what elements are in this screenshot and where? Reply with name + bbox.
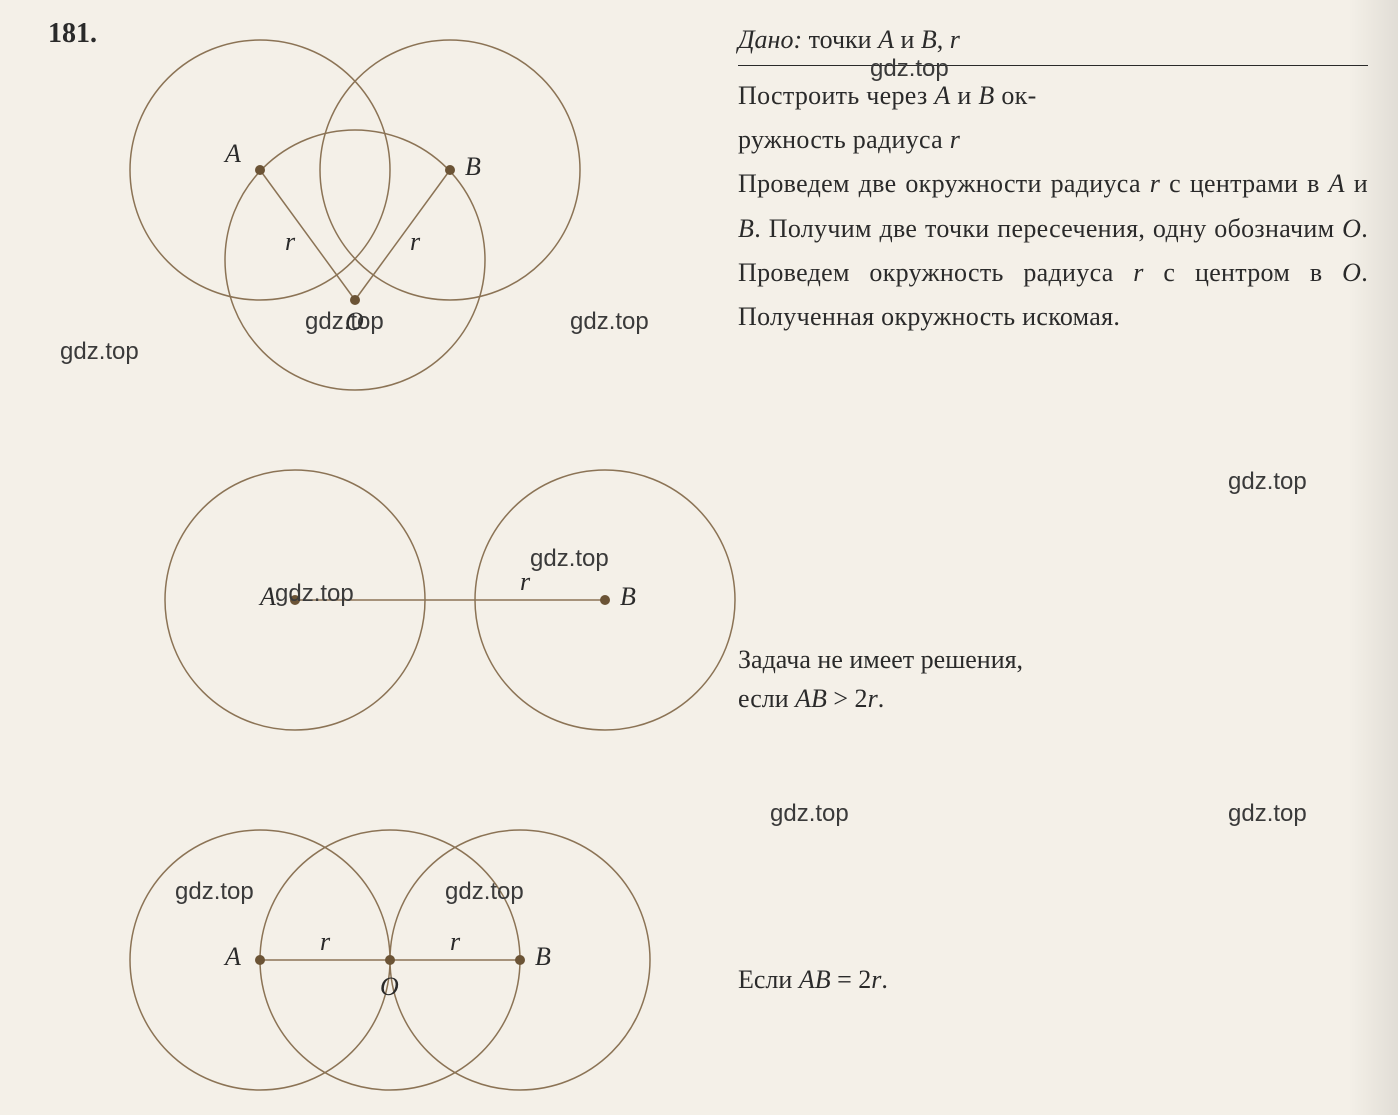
diagram-2: A B r xyxy=(165,470,735,730)
watermark: gdz.top xyxy=(1228,468,1307,496)
point-o xyxy=(350,295,360,305)
text-area: Дано: точки A и B, r Построить через A и… xyxy=(738,20,1368,339)
given-content: точки A и B, r xyxy=(809,25,960,54)
condition-3-text: Если AB = 2r. xyxy=(738,960,1368,999)
diagram-1: A B O r r xyxy=(130,40,580,390)
label-b2: B xyxy=(620,582,636,611)
condition-2: Задача не имеет решения, если AB > 2r. xyxy=(738,590,1368,718)
label-o: O xyxy=(345,307,364,336)
label-r4: r xyxy=(320,927,331,956)
condition-3: Если AB = 2r. xyxy=(738,960,1368,999)
condition-2-line1: Задача не имеет решения, xyxy=(738,645,1023,674)
label-o3: O xyxy=(380,972,399,1001)
label-b: B xyxy=(465,152,481,181)
diagram-svg: A B O r r A B r A B xyxy=(60,0,760,1100)
page-container: 181. A B O r r A B r xyxy=(0,0,1398,1115)
watermark: gdz.top xyxy=(770,800,849,828)
line-bo xyxy=(355,170,450,300)
label-r3: r xyxy=(520,567,531,596)
task-text: Построить через A и B ок- ружность радиу… xyxy=(738,74,1368,162)
label-r2: r xyxy=(410,227,421,256)
point-a xyxy=(255,165,265,175)
condition-2-text: Задача не имеет решения, если AB > 2r. xyxy=(738,640,1368,718)
point-b2 xyxy=(600,595,610,605)
line-ao xyxy=(260,170,355,300)
point-b3 xyxy=(515,955,525,965)
point-a3 xyxy=(255,955,265,965)
task-line1: Построить через A и B ок- xyxy=(738,81,1037,110)
task-line2: ружность радиуса r xyxy=(738,125,960,154)
watermark: gdz.top xyxy=(1228,800,1307,828)
point-b xyxy=(445,165,455,175)
point-o3 xyxy=(385,955,395,965)
label-a3: A xyxy=(223,942,241,971)
label-r5: r xyxy=(450,927,461,956)
given-section: Дано: точки A и B, r xyxy=(738,20,1368,66)
label-a: A xyxy=(223,139,241,168)
given-prefix: Дано: xyxy=(738,25,809,54)
solution-text: Проведем две окружности радиуса r с цент… xyxy=(738,162,1368,339)
label-r1: r xyxy=(285,227,296,256)
page-shadow xyxy=(1348,0,1398,1115)
label-a2: A xyxy=(258,582,276,611)
condition-2-line2: если AB > 2r. xyxy=(738,684,884,713)
label-b3: B xyxy=(535,942,551,971)
point-a2 xyxy=(290,595,300,605)
diagram-3: A B O r r xyxy=(130,830,650,1090)
